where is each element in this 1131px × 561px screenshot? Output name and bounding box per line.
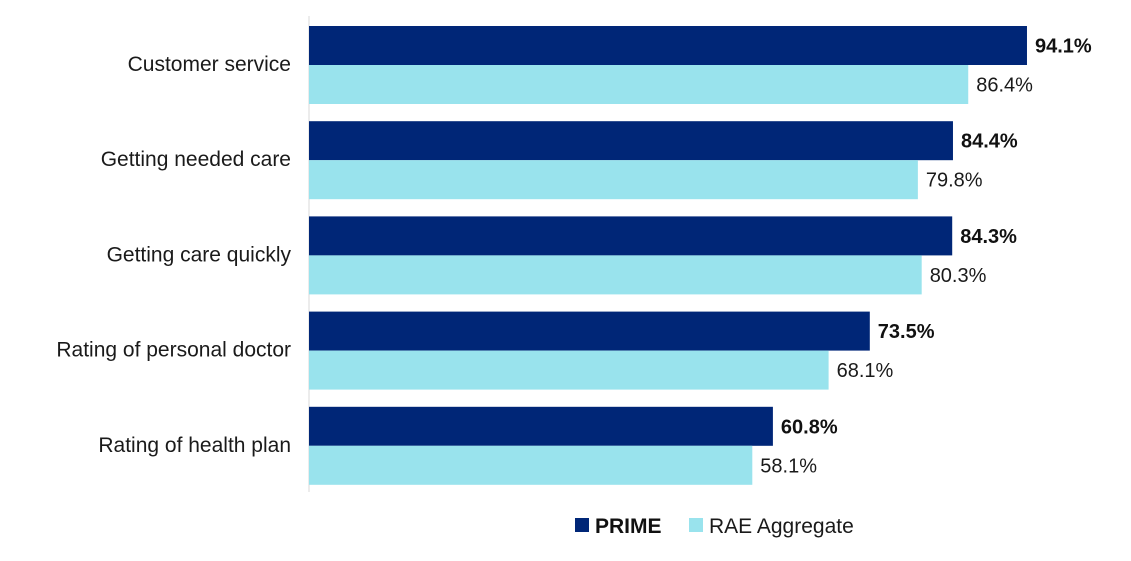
bar-rae-aggregate bbox=[309, 350, 829, 390]
legend-label-rae-aggregate: RAE Aggregate bbox=[709, 515, 854, 538]
data-label-rae-aggregate: 79.8% bbox=[926, 170, 983, 192]
legend-label-prime: PRIME bbox=[595, 515, 662, 538]
data-label-prime: 84.4% bbox=[961, 131, 1018, 153]
legend-swatch-prime bbox=[575, 518, 589, 532]
bar-prime bbox=[309, 311, 870, 351]
data-label-rae-aggregate: 80.3% bbox=[930, 265, 987, 287]
bars-layer bbox=[309, 26, 1027, 485]
data-label-prime: 94.1% bbox=[1035, 36, 1092, 58]
data-label-rae-aggregate: 86.4% bbox=[976, 75, 1033, 97]
bar-rae-aggregate bbox=[309, 445, 753, 485]
labels-layer: Customer service 94.1%86.4% Getting needed… bbox=[56, 36, 1092, 478]
category-label: Getting needed care bbox=[101, 148, 291, 171]
bar-rae-aggregate bbox=[309, 255, 922, 295]
data-label-rae-aggregate: 68.1% bbox=[837, 360, 894, 382]
category-label: Getting care quickly bbox=[107, 243, 292, 266]
bar-prime bbox=[309, 216, 953, 256]
category-label: Rating of personal doctor bbox=[56, 339, 291, 362]
legend: PRIME RAE Aggregate bbox=[575, 515, 854, 538]
bar-prime bbox=[309, 121, 953, 161]
category-label: Customer service bbox=[128, 53, 291, 76]
legend-swatch-rae-aggregate bbox=[689, 518, 703, 532]
category-label: Rating of health plan bbox=[98, 434, 291, 457]
data-label-prime: 84.3% bbox=[960, 226, 1017, 248]
bar-prime bbox=[309, 26, 1027, 65]
data-label-prime: 73.5% bbox=[878, 321, 935, 343]
data-label-prime: 60.8% bbox=[781, 416, 838, 438]
bar-rae-aggregate bbox=[309, 65, 969, 104]
data-label-rae-aggregate: 58.1% bbox=[760, 455, 817, 477]
bar-rae-aggregate bbox=[309, 160, 918, 200]
bar-prime bbox=[309, 406, 773, 446]
